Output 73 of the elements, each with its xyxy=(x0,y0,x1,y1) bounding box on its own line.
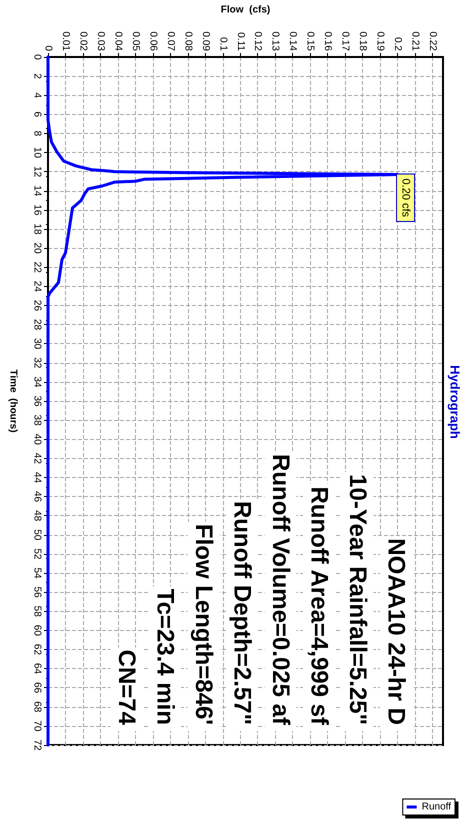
y-tick-label: 0 xyxy=(32,54,42,60)
y-tick-label: 16 xyxy=(32,204,42,216)
x-tick-label: 0 xyxy=(42,45,54,52)
y-axis-title: Time (hours) xyxy=(8,369,18,433)
y-tick-label: 62 xyxy=(32,644,42,656)
x-tick-label: 0.19 xyxy=(374,32,386,52)
x-tick-label: 0.2 xyxy=(392,37,404,52)
x-tick-label: 0.11 xyxy=(234,32,246,52)
annotation: Tc=23.4 min xyxy=(152,588,178,725)
y-tick-label: 64 xyxy=(32,662,42,675)
y-tick-label: 32 xyxy=(32,357,42,369)
annotation: Runoff Area=4,999 sf xyxy=(306,486,332,726)
y-tick-label: 72 xyxy=(32,739,42,751)
x-tick-label: 0.06 xyxy=(147,32,158,52)
x-tick-label: 0.13 xyxy=(270,32,281,52)
x-tick-label: 0.12 xyxy=(252,32,264,52)
x-tick-label: 0.02 xyxy=(77,32,88,52)
y-tick-label: 26 xyxy=(32,300,42,312)
x-axis-title: Flow (cfs) xyxy=(220,4,270,16)
y-tick-label: 58 xyxy=(32,606,42,618)
y-tick-label: 40 xyxy=(32,434,42,446)
x-tick-label: 0.04 xyxy=(112,32,124,52)
x-tick-label: 0.21 xyxy=(410,32,421,52)
x-tick-label: 0.18 xyxy=(357,32,368,52)
y-tick-label: 24 xyxy=(32,280,42,292)
legend-label: Runoff xyxy=(422,802,452,812)
x-tick-label: 0.05 xyxy=(130,32,141,52)
y-tick-label: 8 xyxy=(32,130,42,137)
y-tick-label: 18 xyxy=(32,223,42,235)
y-tick-label: 30 xyxy=(32,338,42,350)
y-tick-label: 2 xyxy=(32,73,42,80)
x-tick-label: 0.09 xyxy=(200,32,211,52)
y-tick-label: 56 xyxy=(32,586,42,598)
annotation: 10-Year Rainfall=5.25" xyxy=(344,474,371,725)
y-tick-label: 10 xyxy=(32,146,42,159)
y-tick-label: 36 xyxy=(32,395,42,407)
annotation: Runoff Depth=2.57" xyxy=(228,500,256,725)
y-tick-label: 60 xyxy=(32,624,42,636)
y-tick-label: 44 xyxy=(32,472,42,484)
x-tick-label: 0.17 xyxy=(340,32,351,52)
y-tick-label: 38 xyxy=(32,414,42,426)
text: Hydrograph xyxy=(448,365,462,439)
y-tick-label: 42 xyxy=(32,452,42,464)
annotation: Runoff Volume=0.025 af xyxy=(267,454,294,726)
x-tick-label: 0.07 xyxy=(164,32,176,52)
x-tick-label: 0.14 xyxy=(287,32,298,52)
annotation: 0.20 cfs xyxy=(400,178,412,218)
x-tick-label: 0.03 xyxy=(94,32,106,52)
annotation: NOAA10 24-hr D xyxy=(382,538,410,725)
y-tick-label: 70 xyxy=(32,720,42,732)
y-tick-label: 12 xyxy=(32,166,42,178)
x-tick-label: 0.16 xyxy=(322,32,334,52)
y-tick-label: 14 xyxy=(32,185,42,197)
annotation: Flow Length=846' xyxy=(190,524,217,725)
y-tick-label: 28 xyxy=(32,318,42,331)
y-tick-label: 52 xyxy=(32,548,42,560)
x-tick-label: 0.1 xyxy=(217,37,228,52)
y-tick-label: 50 xyxy=(32,529,42,541)
x-tick-label: 0.15 xyxy=(304,32,316,52)
x-tick-label: 0.01 xyxy=(60,32,71,52)
annotation: CN=74 xyxy=(113,650,140,726)
y-tick-label: 22 xyxy=(32,262,42,274)
y-tick-label: 34 xyxy=(32,376,42,388)
y-tick-label: 68 xyxy=(32,701,42,713)
y-tick-label: 6 xyxy=(32,112,42,118)
y-tick-label: 46 xyxy=(32,490,42,503)
y-tick-label: 4 xyxy=(32,92,42,98)
y-tick-label: 54 xyxy=(32,567,42,579)
x-tick-label: 0.08 xyxy=(182,32,194,52)
x-tick-label: 0.22 xyxy=(427,32,438,52)
y-tick-label: 20 xyxy=(32,242,42,254)
y-tick-label: 66 xyxy=(32,682,42,694)
y-tick-label: 48 xyxy=(32,510,42,522)
